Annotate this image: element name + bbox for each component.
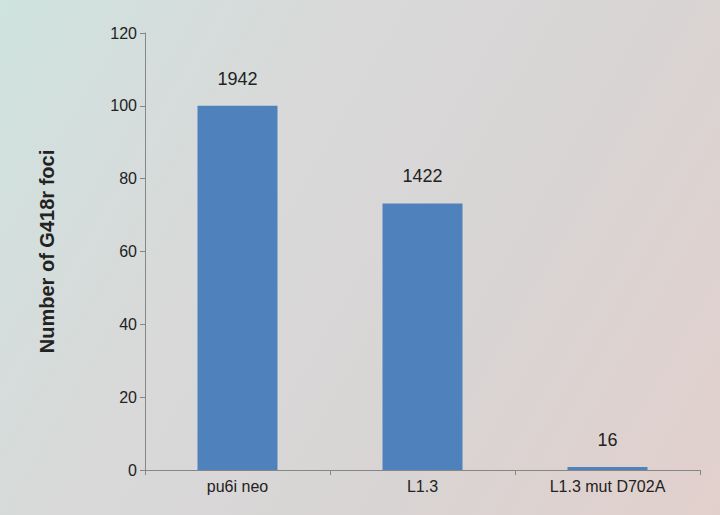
svg-text:40: 40 bbox=[119, 316, 137, 333]
svg-text:L1.3 mut D702A: L1.3 mut D702A bbox=[550, 478, 666, 495]
svg-text:Number of G418r foci: Number of G418r foci bbox=[36, 150, 58, 353]
svg-text:20: 20 bbox=[119, 389, 137, 406]
svg-text:120: 120 bbox=[110, 25, 137, 42]
svg-text:pu6i neo: pu6i neo bbox=[207, 478, 268, 495]
svg-text:L1.3: L1.3 bbox=[407, 478, 438, 495]
svg-text:1422: 1422 bbox=[402, 166, 442, 186]
svg-text:80: 80 bbox=[119, 170, 137, 187]
svg-text:60: 60 bbox=[119, 243, 137, 260]
svg-text:100: 100 bbox=[110, 97, 137, 114]
svg-text:1942: 1942 bbox=[217, 69, 257, 89]
svg-text:0: 0 bbox=[128, 462, 137, 479]
svg-text:16: 16 bbox=[597, 430, 617, 450]
